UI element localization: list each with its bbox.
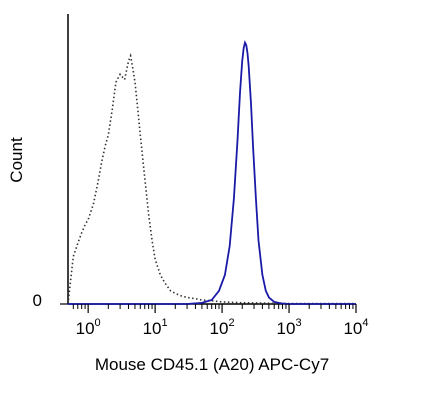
x-tick-label: 104	[343, 317, 368, 338]
y-axis-label: Count	[7, 137, 26, 183]
x-tick-label: 103	[277, 317, 302, 338]
y-axis-ticks: 0	[33, 291, 68, 310]
x-tick-label: 100	[76, 317, 101, 338]
series-line-dotted	[67, 52, 356, 305]
x-axis-label: Mouse CD45.1 (A20) APC-Cy7	[95, 355, 329, 374]
plot-frame	[67, 14, 356, 305]
series-layer	[67, 39, 356, 305]
series-line-solid	[68, 39, 356, 305]
x-axis-ticks: 100 101 102 103 104	[72, 304, 369, 338]
y-tick-label: 0	[33, 291, 42, 310]
x-tick-label: 102	[210, 317, 235, 338]
x-tick-label: 101	[143, 317, 168, 338]
